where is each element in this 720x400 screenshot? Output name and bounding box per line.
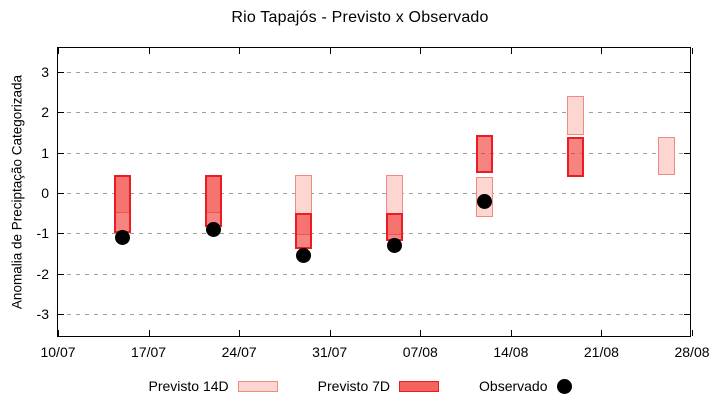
legend-item-previsto-7d: Previsto 7D <box>317 378 440 394</box>
forecast-7d-bar <box>295 213 313 250</box>
observado-dot-icon <box>556 378 572 394</box>
grid-line <box>58 152 690 154</box>
x-tick-label: 24/07 <box>221 344 257 360</box>
x-tick-label: 10/07 <box>40 344 76 360</box>
y-tick-right <box>684 193 690 194</box>
forecast-14d-bar <box>657 136 675 175</box>
x-tick-top <box>148 48 150 54</box>
x-tick-bottom <box>601 330 603 336</box>
y-tick-right <box>684 233 690 235</box>
y-tick-label: -2 <box>36 265 49 282</box>
y-tick-label: 3 <box>41 64 49 81</box>
y-tick-right <box>684 313 690 315</box>
x-tick-label: 14/08 <box>493 344 529 360</box>
y-tick-left <box>58 72 64 74</box>
x-tick-top <box>420 48 422 54</box>
x-tick-bottom <box>329 330 331 336</box>
legend-label-observado: Observado <box>479 378 548 394</box>
x-tick-top <box>329 48 331 54</box>
grid-line <box>58 233 690 235</box>
y-tick-right <box>684 72 690 74</box>
grid-line <box>58 193 690 194</box>
observed-dot <box>477 193 493 209</box>
plot-area: -3 -2 -1 0 1 2 3 10/07 17/07 24/07 31/07 07/08 14/08… <box>37 47 710 360</box>
y-tick-label: 2 <box>41 104 49 121</box>
x-tick-label: 07/08 <box>402 344 438 360</box>
y-tick-right <box>684 152 690 154</box>
grid-line <box>58 273 690 275</box>
y-tick-left <box>58 233 64 235</box>
legend-label-previsto-7d: Previsto 7D <box>317 378 391 394</box>
forecast-7d-bar <box>114 174 132 234</box>
grid-line <box>58 313 690 315</box>
x-tick-bottom <box>148 330 150 336</box>
x-tick-label: 31/07 <box>312 344 348 360</box>
x-tick-top <box>601 48 603 54</box>
x-tick-bottom <box>692 330 693 336</box>
y-tick-label: 0 <box>41 185 49 201</box>
x-tick-top <box>510 48 512 54</box>
x-tick-bottom <box>510 330 512 336</box>
x-tick-top <box>58 48 59 54</box>
observed-dot <box>296 247 312 263</box>
observed-dot <box>115 229 131 245</box>
y-tick-label: -3 <box>36 305 49 322</box>
x-tick-bottom <box>239 330 241 336</box>
y-tick-left <box>58 313 64 315</box>
previsto-14d-swatch-icon <box>237 380 278 392</box>
y-tick-left <box>58 273 64 275</box>
y-tick-left <box>58 112 64 114</box>
observed-dot <box>205 221 221 237</box>
grid-line <box>58 72 690 74</box>
legend-item-previsto-14d: Previsto 14D <box>149 378 278 394</box>
y-tick-label: 1 <box>41 144 49 161</box>
y-tick-right <box>684 112 690 114</box>
forecast-7d-bar <box>204 174 222 228</box>
forecast-7d-bar <box>476 134 494 173</box>
y-tick-left <box>58 152 64 154</box>
x-tick-label: 28/08 <box>674 344 710 360</box>
x-tick-top <box>692 48 693 54</box>
forecast-7d-bar <box>567 136 585 177</box>
legend-label-previsto-14d: Previsto 14D <box>148 378 229 394</box>
legend-item-observado: Observado <box>479 378 572 394</box>
chart-legend: Previsto 14D Previsto 7D Observado <box>0 378 720 394</box>
chart-title: Rio Tapajós - Previsto x Observado <box>231 9 489 26</box>
x-tick-bottom <box>58 330 59 336</box>
x-tick-bottom <box>420 330 422 336</box>
grid-line <box>58 112 690 114</box>
forecast-14d-bar <box>567 96 585 135</box>
y-axis-label: Anomalia de Preciptação Categorizada <box>9 74 25 310</box>
observed-dot <box>386 237 402 253</box>
x-tick-label: 21/08 <box>583 344 619 360</box>
x-tick-label: 17/07 <box>131 344 167 360</box>
y-tick-left <box>58 193 64 194</box>
x-tick-top <box>239 48 241 54</box>
previsto-7d-swatch-icon <box>399 380 440 392</box>
y-tick-label: -1 <box>36 225 49 242</box>
y-tick-right <box>684 273 690 275</box>
